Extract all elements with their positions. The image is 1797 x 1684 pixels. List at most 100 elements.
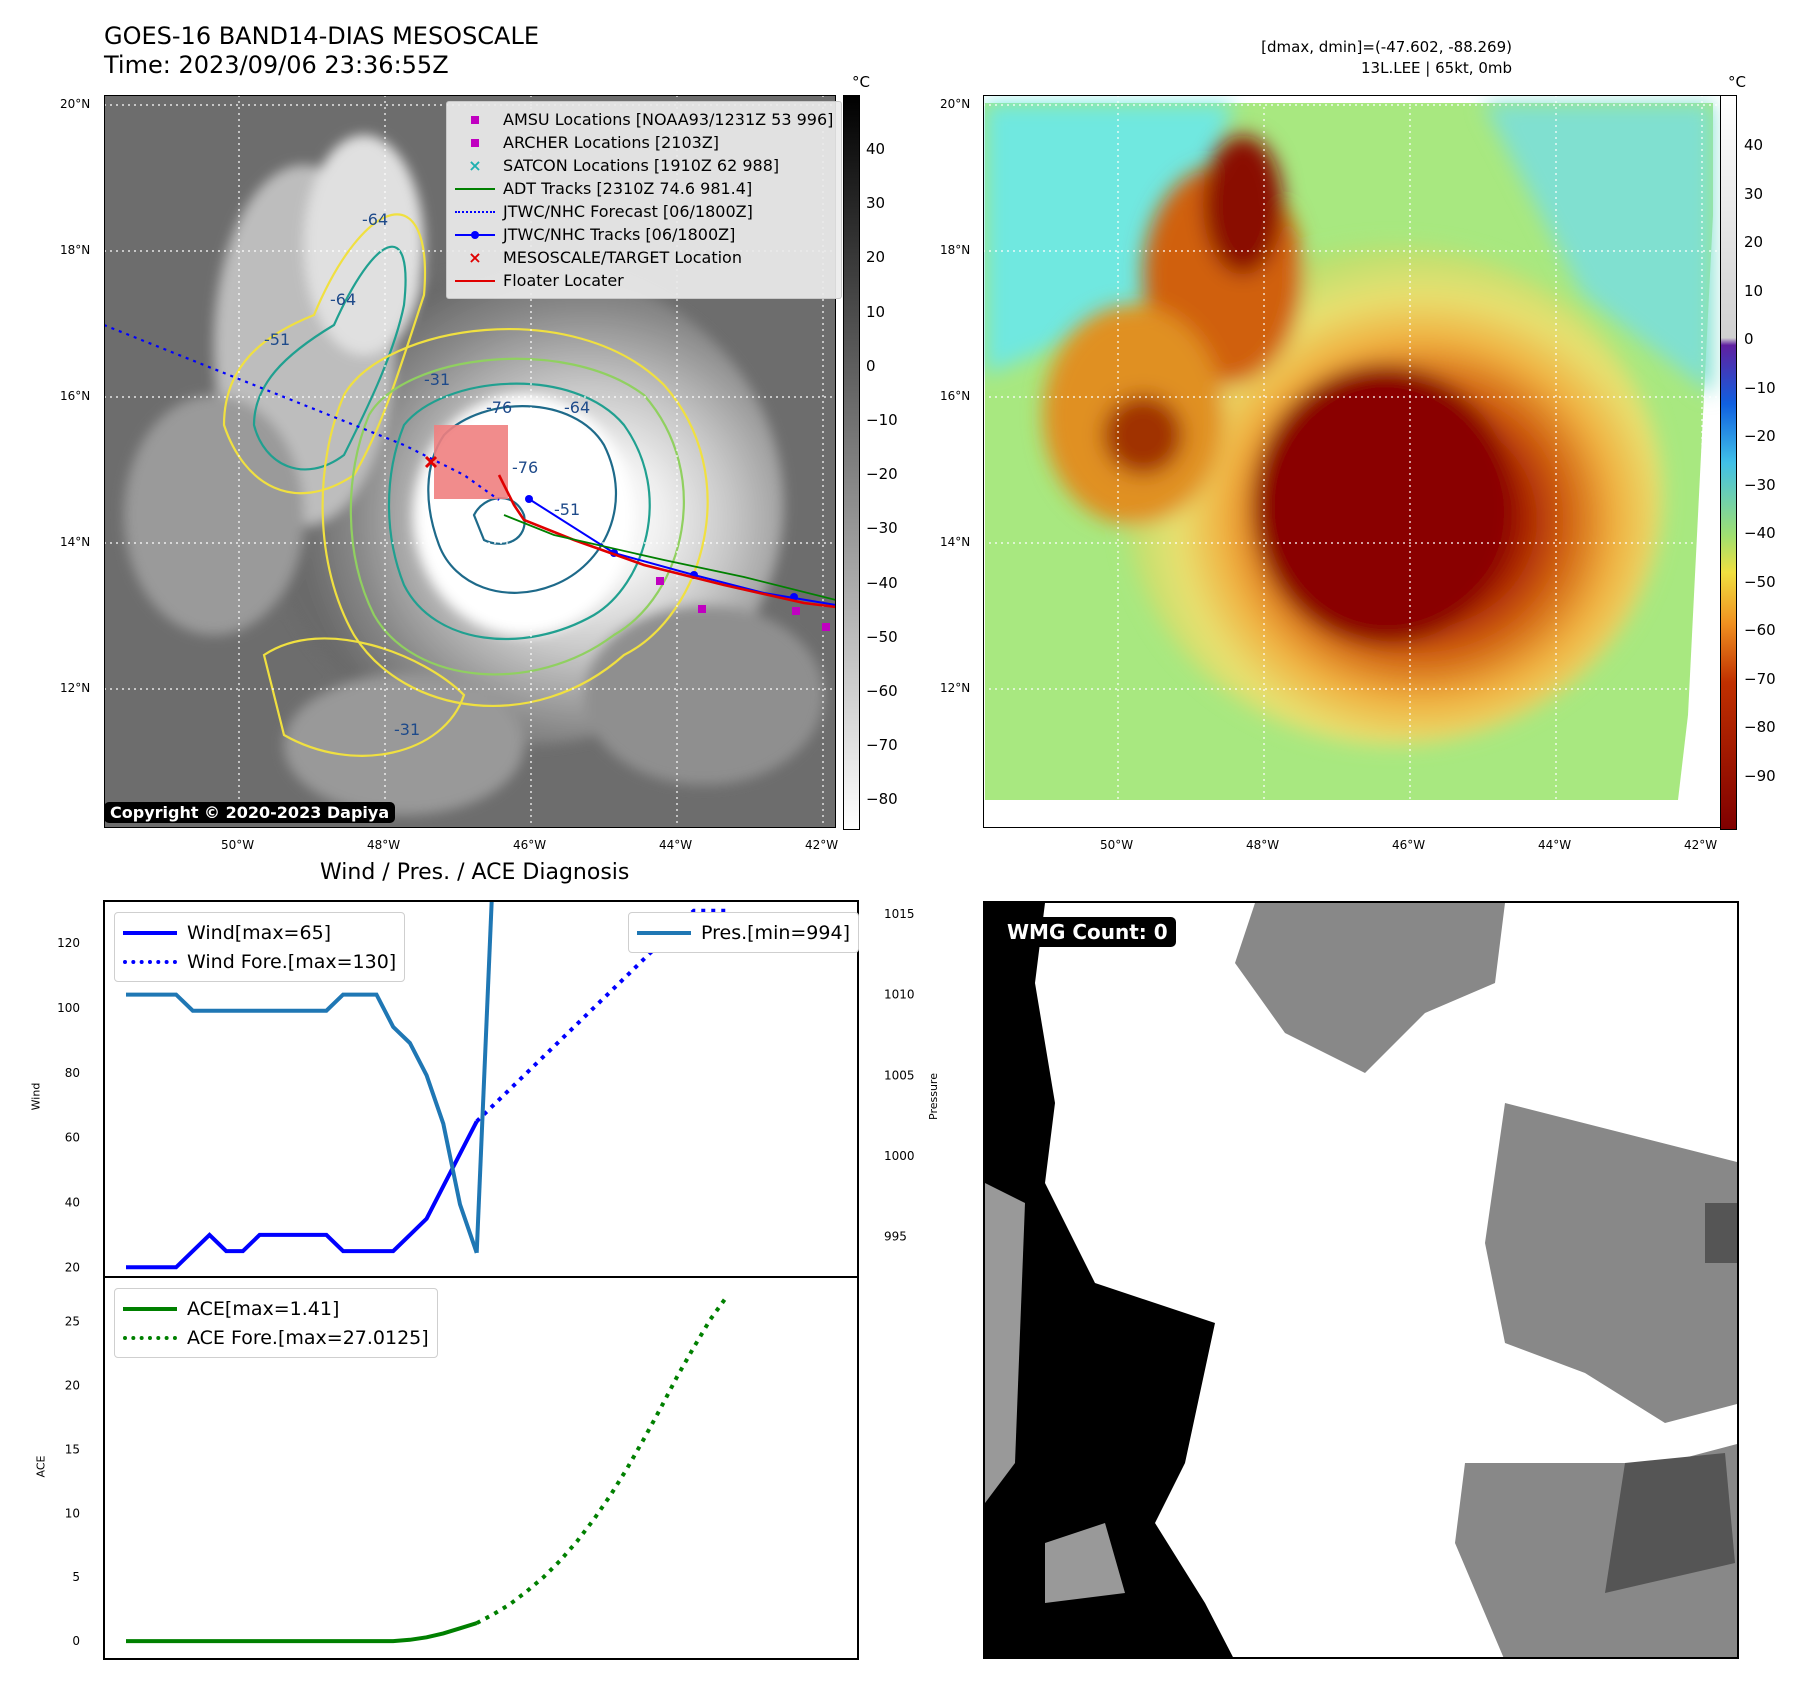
copyright-badge: Copyright © 2020-2023 Dapiya [104,802,396,823]
contour-label: -51 [554,500,580,519]
lon-label: 44°W [1538,838,1572,852]
colorbar-tick: −40 [1744,524,1776,542]
series-line-3 [474,900,494,1253]
series-line-2 [126,992,479,1254]
colorbar-tick: 10 [866,302,886,321]
colorbar-tick: 20 [1744,233,1764,251]
colorbar-unit: °C [1728,73,1746,91]
lat-label: 20°N [60,97,91,111]
lon-label: 46°W [1392,838,1426,852]
ace-line-0 [126,1621,478,1644]
pressure-legend: Pres.[min=994] [628,912,859,953]
colorbar-tick: 10 [1744,281,1764,300]
colorbar-tick: −80 [1744,718,1776,736]
legend-label: JTWC/NHC Tracks [06/1800Z] [503,225,736,244]
ir-color-map [982,94,1734,829]
target-marker [424,455,438,469]
contour-label: -31 [394,720,420,739]
colorbar-tick: 30 [1744,184,1764,203]
colorbar-tick: −60 [1744,621,1776,639]
legend-label: ARCHER Locations [2103Z] [503,133,720,152]
lat-label: 14°N [940,535,971,549]
lat-label: 12°N [940,681,971,695]
lon-label: 50°W [1100,838,1134,852]
contour-label: -76 [486,398,512,417]
colorbar-tick: −70 [1744,669,1776,688]
colorbar-tick: 20 [866,248,886,267]
ace-tick: 15 [65,1442,80,1456]
timestamp: Time: 2023/09/06 23:36:55Z [104,51,449,79]
storm-info: 13L.LEE | 65kt, 0mb [1361,59,1512,77]
lon-label: 42°W [805,838,839,852]
ace-tick: 5 [72,1570,80,1584]
colorbar-tick: −90 [1744,766,1776,785]
colorbar-tick: −50 [866,627,898,646]
legend-ace: ACE[max=1.41] [187,1297,340,1320]
lat-label: 16°N [940,389,971,403]
colorbar-tick: −40 [866,573,898,592]
wind-tick: 40 [65,1195,80,1209]
colorbar-unit: °C [852,73,870,91]
legend-label: MESOSCALE/TARGET Location [503,248,742,267]
ir-grayscale-map: -76 -76 -64 -64 -51 -31 -31 -64 -51 [103,94,843,829]
ace-tick: 20 [65,1379,80,1393]
colorbar-tick: −20 [1744,427,1776,445]
contour-label: -51 [264,330,290,349]
legend-label: JTWC/NHC Forecast [06/1800Z] [503,202,753,221]
lat-label: 14°N [60,535,91,549]
legend-ace-forecast: ACE Fore.[max=27.0125] [187,1326,429,1349]
colorbar-tick: −30 [1744,475,1776,494]
legend-wind: Wind[max=65] [187,921,332,944]
lon-label: 44°W [659,838,693,852]
lon-label: 48°W [1246,838,1280,852]
colorbar-tick: −10 [866,411,898,429]
lon-label: 50°W [221,838,255,852]
wind-legend: Wind[max=65] Wind Fore.[max=130] [114,912,406,982]
colorbar-tick: −80 [866,790,898,809]
colorbar-tick: −60 [866,682,898,700]
colorbar-tick: −10 [1744,378,1776,397]
ace-line-1 [475,1294,729,1625]
contour-label: -64 [564,398,590,417]
legend-label: AMSU Locations [NOAA93/1231Z 53 996] [503,110,834,129]
lon-label: 46°W [513,838,547,852]
colorbar-tick: −70 [866,736,898,755]
ace-tick: 10 [65,1506,80,1520]
legend-wind-forecast: Wind Fore.[max=130] [187,950,397,973]
legend-label: ADT Tracks [2310Z 74.6 981.4] [503,179,753,198]
page-title: GOES-16 BAND14-DIAS MESOSCALE [104,22,540,50]
color-colorbar [1720,95,1737,830]
diagnosis-title: Wind / Pres. / ACE Diagnosis [320,860,630,885]
pressure-tick: 1005 [884,1068,915,1082]
pressure-tick: 1000 [884,1149,915,1163]
lat-label: 20°N [940,97,971,111]
lat-label: 18°N [940,243,971,257]
colorbar-tick: −20 [866,465,898,484]
pressure-tick: 1015 [884,907,915,921]
wind-tick: 100 [57,1001,80,1015]
map-legend: AMSU Locations [NOAA93/1231Z 53 996] ARC… [446,101,843,299]
pressure-tick: 995 [884,1230,907,1244]
lon-label: 42°W [1684,838,1718,852]
colorbar-tick: 40 [1744,136,1764,154]
legend-label: Floater Locater [503,271,624,290]
pressure-tick: 1010 [884,988,915,1002]
wmg-count-badge: WMG Count: 0 [999,917,1176,947]
contour-label: -64 [330,290,356,309]
lat-label: 16°N [60,389,91,403]
wmg-panel: WMG Count: 0 [983,901,1739,1659]
ace-legend: ACE[max=1.41] ACE Fore.[max=27.0125] [114,1288,438,1358]
colorbar-tick: 0 [1744,330,1754,348]
floater-track [497,474,837,609]
colorbar-tick: −30 [866,519,898,538]
mesoscale-box [434,425,508,499]
wind-tick: 20 [65,1260,80,1274]
lat-label: 12°N [60,681,91,695]
colorbar-tick: 30 [866,194,886,213]
lat-label: 18°N [60,243,91,257]
wind-tick: 120 [57,936,80,950]
amsu-markers [656,577,830,631]
adt-track [503,514,837,601]
lon-label: 48°W [367,838,401,852]
series-line-0 [126,1120,479,1270]
